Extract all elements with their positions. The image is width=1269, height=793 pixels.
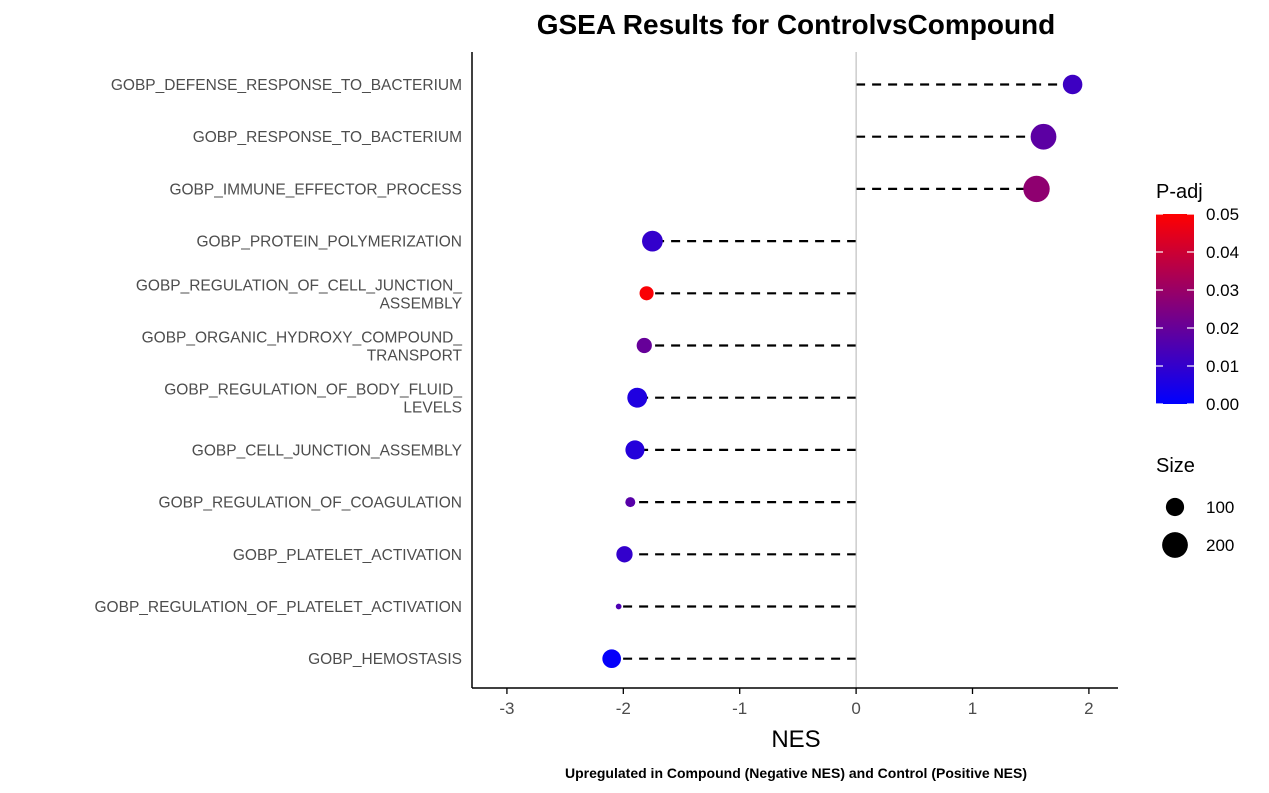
x-tick-label-3: 0 — [851, 699, 860, 718]
x-tick-label-5: 2 — [1084, 699, 1093, 718]
padj-legend-title: P-adj — [1156, 181, 1203, 203]
point-2 — [1023, 175, 1050, 203]
point-4 — [639, 286, 654, 301]
category-label-5-line-0: GOBP_ORGANIC_HYDROXY_COMPOUND_ — [142, 330, 463, 347]
x-axis-title: NES — [771, 726, 820, 753]
padj-tick-label-4: 0.01 — [1206, 357, 1239, 376]
category-label-6-line-0: GOBP_REGULATION_OF_BODY_FLUID_ — [164, 382, 462, 399]
point-0 — [1062, 74, 1083, 95]
chart-title: GSEA Results for ControlvsCompound — [537, 9, 1056, 40]
padj-colorbar — [1156, 214, 1194, 404]
category-label-2: GOBP_IMMUNE_EFFECTOR_PROCESS — [169, 181, 462, 198]
padj-tick-label-2: 0.03 — [1206, 281, 1239, 300]
x-tick-label-2: -1 — [732, 699, 747, 718]
padj-tick-label-0: 0.05 — [1206, 205, 1239, 224]
padj-legend: P-adj 0.05 0.04 0.03 0.02 0.01 0.00 — [1156, 181, 1239, 414]
category-label-7: GOBP_CELL_JUNCTION_ASSEMBLY — [192, 442, 462, 459]
category-label-10: GOBP_REGULATION_OF_PLATELET_ACTIVATION — [95, 599, 463, 616]
point-3 — [642, 230, 663, 252]
category-label-6-line-1: LEVELS — [403, 400, 462, 417]
stems-layer — [611, 83, 1073, 660]
category-label-11: GOBP_HEMOSTASIS — [308, 651, 462, 668]
x-tick-label-0: -3 — [499, 699, 514, 718]
point-8 — [625, 497, 636, 508]
size-key-1 — [1162, 532, 1188, 558]
point-6 — [627, 387, 648, 408]
chart-caption: Upregulated in Compound (Negative NES) a… — [565, 765, 1027, 781]
padj-tick-label-1: 0.04 — [1206, 243, 1239, 262]
category-label-4-line-0: GOBP_REGULATION_OF_CELL_JUNCTION_ — [136, 277, 463, 294]
category-labels: GOBP_DEFENSE_RESPONSE_TO_BACTERIUM GOBP_R… — [95, 77, 463, 668]
padj-tick-label-5: 0.00 — [1206, 395, 1239, 414]
point-5 — [636, 337, 652, 354]
point-11 — [602, 649, 622, 669]
point-9 — [616, 546, 633, 563]
category-label-8: GOBP_REGULATION_OF_COAGULATION — [159, 495, 462, 512]
size-legend: Size 100 200 — [1156, 455, 1234, 558]
size-key-label-0: 100 — [1206, 498, 1234, 517]
x-axis-ticks: -3 -2 -1 0 1 2 — [499, 688, 1094, 718]
category-label-9: GOBP_PLATELET_ACTIVATION — [233, 547, 462, 564]
size-legend-title: Size — [1156, 455, 1195, 477]
points-layer — [602, 74, 1083, 669]
size-key-label-1: 200 — [1206, 536, 1234, 555]
size-key-0 — [1165, 497, 1185, 517]
x-tick-label-1: -2 — [616, 699, 631, 718]
category-label-3: GOBP_PROTEIN_POLYMERIZATION — [196, 234, 462, 251]
point-10 — [615, 603, 622, 610]
point-1 — [1030, 123, 1057, 150]
category-label-1: GOBP_RESPONSE_TO_BACTERIUM — [193, 129, 462, 146]
category-label-0: GOBP_DEFENSE_RESPONSE_TO_BACTERIUM — [111, 77, 462, 94]
category-label-4-line-1: ASSEMBLY — [380, 295, 462, 312]
x-tick-label-4: 1 — [968, 699, 977, 718]
padj-tick-label-3: 0.02 — [1206, 319, 1239, 338]
point-7 — [625, 440, 645, 460]
category-label-5-line-1: TRANSPORT — [367, 348, 463, 365]
